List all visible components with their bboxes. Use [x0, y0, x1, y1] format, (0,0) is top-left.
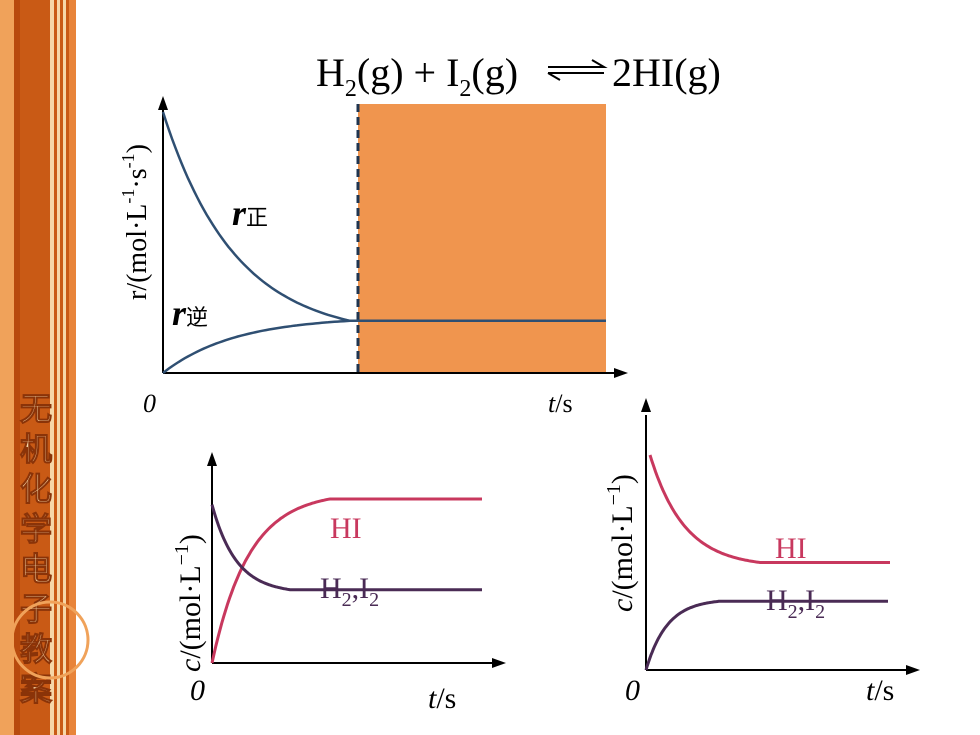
rx-t: t	[866, 674, 875, 707]
series-hi-right	[648, 454, 890, 564]
rate-chart-y-arrow-icon	[158, 96, 168, 110]
cr-c: c	[606, 599, 639, 612]
series-reverse-label: r逆	[172, 293, 208, 333]
eq-rhs: 2HI(g)	[612, 50, 721, 95]
sidebar-char: 学	[20, 511, 52, 547]
series-h2i2-right	[644, 599, 888, 671]
equilibrium-region	[358, 104, 606, 373]
conc-left-y-label: c/(mol·L−1)	[171, 534, 207, 672]
svg-text:H2(g) + I2(g): H2(g) + I2(g)	[316, 50, 518, 102]
conc-left-x-label: t/s	[428, 682, 456, 715]
forward-r: r	[232, 193, 247, 233]
conc-right-x-label: t/s	[866, 674, 894, 707]
concentration-chart-right: 0 t/s c/(mol·L−1) HI H2,I2	[603, 398, 920, 707]
r-i: ,I	[798, 584, 816, 617]
hi-label-right: HI	[775, 532, 807, 565]
eq-sub2: 2	[459, 76, 471, 102]
reverse-r: r	[172, 293, 187, 333]
sidebar-stripe-1	[50, 0, 54, 735]
r-h: H	[766, 584, 788, 617]
y-label-mid: ·s	[122, 168, 153, 188]
concentration-chart-left: 0 t/s c/(mol·L−1) HI H2,I2	[171, 452, 506, 715]
hi-label-left: HI	[330, 512, 362, 545]
sidebar-stripe-3	[63, 0, 66, 735]
cx-t: t	[428, 682, 437, 715]
rate-chart-x-arrow-icon	[614, 368, 628, 378]
cr-sup: −1	[603, 484, 625, 505]
x-label-rest: /s	[555, 389, 572, 418]
x-label-t: t	[548, 389, 556, 418]
equilibrium-arrow-icon	[547, 59, 608, 81]
cl-main: /(mol·L	[174, 565, 207, 658]
rate-chart-y-label: r/(mol·L-1·s-1)	[118, 144, 153, 300]
r-sub1: 2	[788, 601, 798, 623]
eq-sub1: 2	[345, 76, 357, 102]
y-label-sup1: -1	[118, 189, 138, 204]
eq-mid1: (g) + I	[357, 50, 460, 95]
sidebar-char: 化	[20, 471, 52, 507]
rate-chart-x-label: t/s	[548, 389, 573, 418]
cl-c: c	[174, 659, 207, 672]
conc-right-y-arrow-icon	[641, 398, 651, 412]
y-label-main: r/(mol·L	[122, 204, 153, 300]
l-sub2: 2	[369, 589, 379, 611]
sidebar-stripe-2	[57, 0, 60, 735]
r-sub2: 2	[815, 601, 825, 623]
h2i2-label-right: H2,I2	[766, 584, 825, 623]
eq-mid2: (g)	[471, 50, 518, 95]
sidebar-char: 机	[20, 431, 52, 467]
cl-sup: −1	[171, 544, 193, 565]
sidebar-stripe-left	[0, 0, 14, 735]
l-sub1: 2	[342, 589, 352, 611]
conc-left-origin: 0	[190, 674, 205, 707]
sidebar-seal-circle	[10, 600, 90, 680]
cr-end: )	[606, 474, 639, 484]
conc-left-y-arrow-icon	[207, 452, 217, 466]
conc-right-x-arrow-icon	[906, 665, 920, 675]
sidebar-edge-white	[76, 0, 82, 735]
series-hi-left	[210, 497, 482, 664]
conc-left-x-arrow-icon	[492, 658, 506, 668]
conc-right-y-label: c/(mol·L−1)	[603, 474, 639, 612]
h2i2-label-left: H2,I2	[320, 572, 379, 611]
cr-main: /(mol·L	[606, 505, 639, 598]
forward-sub: 正	[246, 205, 268, 230]
cl-end: )	[174, 534, 207, 544]
sidebar-char: 教	[20, 631, 52, 667]
rx-rest: /s	[874, 674, 894, 707]
y-label-end: )	[122, 144, 153, 153]
sidebar-char: 无	[20, 391, 52, 427]
series-reverse-rate	[162, 319, 606, 374]
sidebar-stripe-dark	[14, 0, 20, 735]
reaction-equation: H2(g) + I2(g) 2HI(g)	[316, 50, 721, 102]
rate-chart: 0 t/s r/(mol·L-1·s-1) r正 r逆	[118, 96, 628, 418]
conc-right-origin: 0	[625, 674, 640, 707]
rate-chart-origin: 0	[143, 389, 156, 418]
y-label-sup2: -1	[118, 153, 138, 168]
l-h: H	[320, 572, 342, 605]
l-i: ,I	[352, 572, 370, 605]
sidebar-char: 子	[20, 591, 52, 627]
eq-h: H	[316, 50, 345, 95]
sidebar-char: 电	[20, 551, 52, 587]
series-h2i2-left	[210, 504, 482, 592]
reverse-sub: 逆	[186, 305, 208, 330]
series-forward-label: r正	[232, 193, 268, 233]
cx-rest: /s	[436, 682, 456, 715]
series-forward-rate	[161, 111, 606, 323]
